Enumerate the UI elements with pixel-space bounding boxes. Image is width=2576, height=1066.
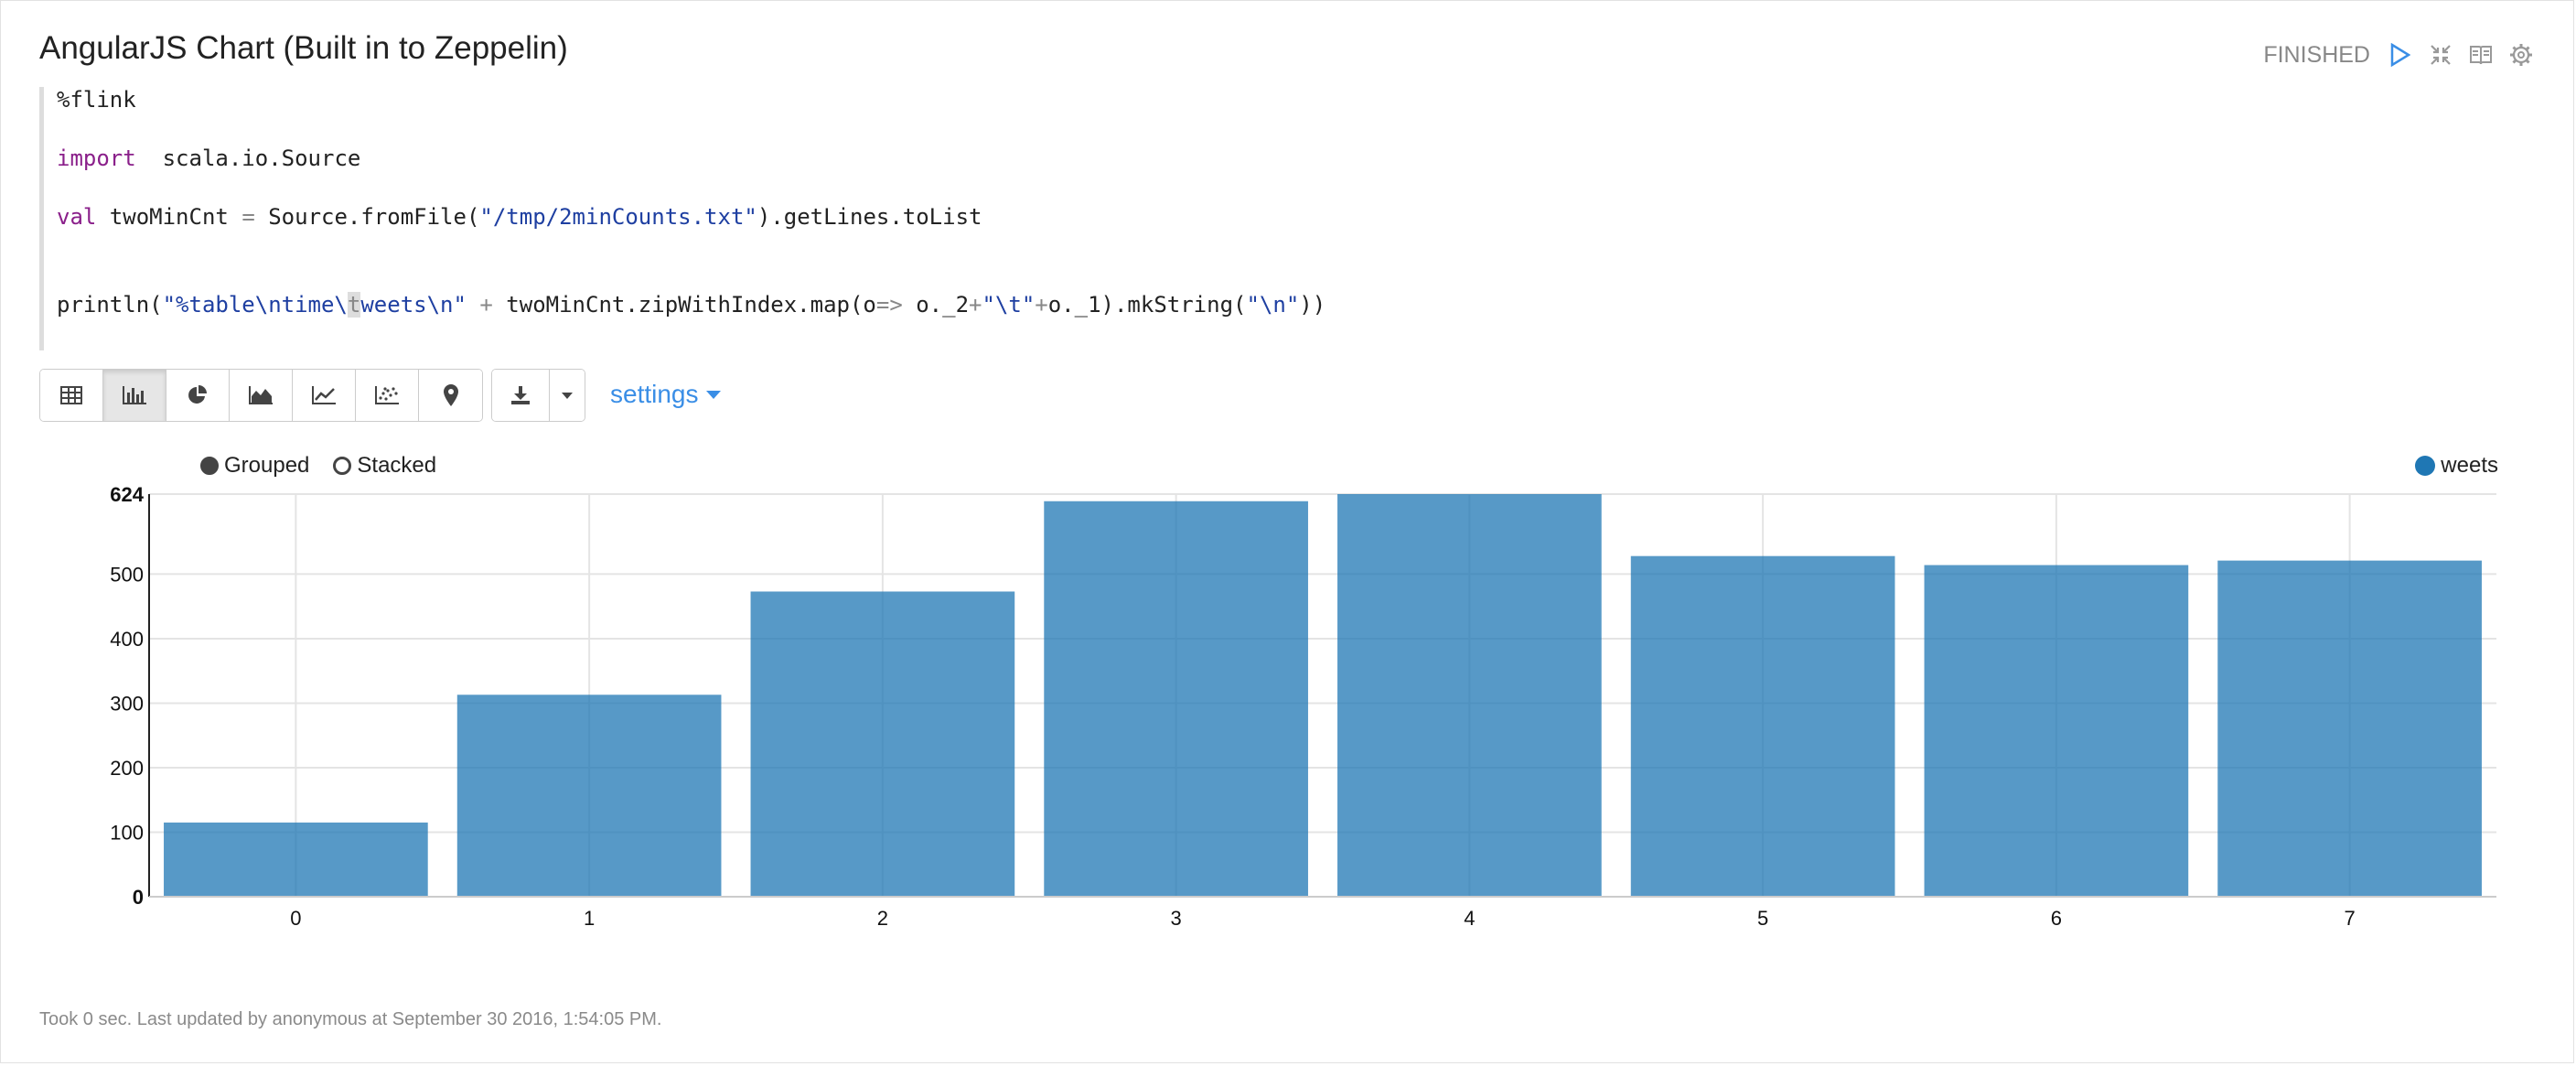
x-tick-label: 4 <box>1464 907 1475 930</box>
map-pin-icon <box>443 384 458 406</box>
code-string: "\n" <box>1246 292 1300 318</box>
code-keyword: import <box>57 145 136 171</box>
bar-mode-selector: Grouped Stacked <box>200 453 436 479</box>
grouped-label: Grouped <box>224 453 310 478</box>
y-tick-label: 300 <box>110 692 144 715</box>
paragraph-controls: FINISHED <box>2263 41 2535 69</box>
bar <box>456 695 722 897</box>
code-text: o._2 <box>902 292 970 318</box>
code-text: println( <box>57 292 163 318</box>
x-tick-label: 2 <box>877 907 888 930</box>
visualization-toolbar <box>39 369 483 422</box>
code-string: weets\n" <box>360 292 467 318</box>
code-keyword: val <box>57 204 97 230</box>
download-options-dropdown[interactable] <box>549 370 585 421</box>
y-tick-label: 624 <box>110 483 144 506</box>
stacked-label: Stacked <box>357 453 437 478</box>
caret-down-icon <box>705 390 721 399</box>
run-icon[interactable] <box>2387 41 2414 69</box>
paragraph-title[interactable]: AngularJS Chart (Built in to Zeppelin) <box>39 30 568 66</box>
stacked-option[interactable]: Stacked <box>333 453 436 479</box>
code-editor[interactable]: %flink import scala.io.Source val twoMin… <box>39 87 2532 350</box>
code-text: twoMinCnt.zipWithIndex.map(o <box>506 292 876 318</box>
bar <box>1044 501 1308 897</box>
download-button-group <box>491 369 585 422</box>
bar-chart-icon <box>123 386 146 404</box>
bar <box>164 822 428 897</box>
gear-icon[interactable] <box>2507 41 2535 69</box>
code-text: %flink <box>57 87 136 113</box>
y-tick-label: 400 <box>110 628 144 651</box>
download-icon <box>511 386 530 404</box>
code-line: import scala.io.Source <box>57 145 360 171</box>
code-text: )) <box>1299 292 1326 318</box>
y-tick-label: 100 <box>110 821 144 844</box>
legend-dot-icon <box>2415 456 2436 476</box>
collapse-icon[interactable] <box>2427 41 2454 69</box>
bar <box>750 591 1015 897</box>
area-chart-icon <box>249 386 273 404</box>
scatter-chart-icon <box>375 386 399 404</box>
bar <box>1337 494 1602 897</box>
code-operator: + <box>1035 292 1048 318</box>
map-button[interactable] <box>419 370 482 421</box>
scatter-chart-button[interactable] <box>356 370 419 421</box>
code-string: "%table\ntime\ <box>162 292 348 318</box>
x-tick-label: 0 <box>290 907 301 930</box>
code-operator: + <box>969 292 982 318</box>
y-tick-label: 200 <box>110 757 144 780</box>
code-string: "/tmp/2minCounts.txt" <box>479 204 757 230</box>
code-operator: = <box>242 204 255 230</box>
line-chart-button[interactable] <box>293 370 356 421</box>
code-text: twoMinCnt <box>96 204 242 230</box>
code-text: scala.io.Source <box>135 145 361 171</box>
code-line: %flink <box>57 87 136 113</box>
x-tick-label: 3 <box>1171 907 1182 930</box>
book-icon[interactable] <box>2467 41 2495 69</box>
table-icon <box>60 386 82 404</box>
chevron-down-icon <box>562 393 573 399</box>
area-chart-button[interactable] <box>230 370 293 421</box>
pie-chart-icon <box>188 385 207 404</box>
bar <box>2217 560 2482 897</box>
x-tick-label: 1 <box>584 907 595 930</box>
table-view-button[interactable] <box>40 370 103 421</box>
y-tick-label: 0 <box>133 886 144 909</box>
text-cursor: t <box>347 292 361 318</box>
status-label: FINISHED <box>2263 41 2370 68</box>
bar <box>1924 565 2189 897</box>
bar <box>1630 555 1895 897</box>
pie-chart-button[interactable] <box>166 370 230 421</box>
radio-selected-icon <box>200 457 219 475</box>
y-tick-label: 500 <box>110 563 144 586</box>
legend-label: weets <box>2441 453 2498 478</box>
x-tick-label: 7 <box>2345 907 2356 930</box>
code-line: val twoMinCnt = Source.fromFile("/tmp/2m… <box>57 204 982 230</box>
radio-unselected-icon <box>333 457 352 475</box>
chart-legend-item[interactable]: weets <box>2415 453 2498 479</box>
settings-label: settings <box>610 380 699 408</box>
x-tick-label: 6 <box>2051 907 2062 930</box>
line-chart-icon <box>312 386 336 404</box>
code-line: println("%table\ntime\tweets\n" + twoMin… <box>57 292 1326 318</box>
x-tick-label: 5 <box>1757 907 1768 930</box>
settings-link[interactable]: settings <box>610 380 721 409</box>
code-text: Source.fromFile( <box>254 204 480 230</box>
grouped-option[interactable]: Grouped <box>200 453 309 479</box>
code-operator: => <box>875 292 903 318</box>
code-operator: + <box>466 292 507 318</box>
bar-chart-button[interactable] <box>103 370 166 421</box>
code-text: ).getLines.toList <box>757 204 982 230</box>
code-text: o._1).mkString( <box>1047 292 1247 318</box>
code-string: "\t" <box>982 292 1036 318</box>
download-button[interactable] <box>492 370 549 421</box>
paragraph-footer: Took 0 sec. Last updated by anonymous at… <box>39 1009 662 1029</box>
